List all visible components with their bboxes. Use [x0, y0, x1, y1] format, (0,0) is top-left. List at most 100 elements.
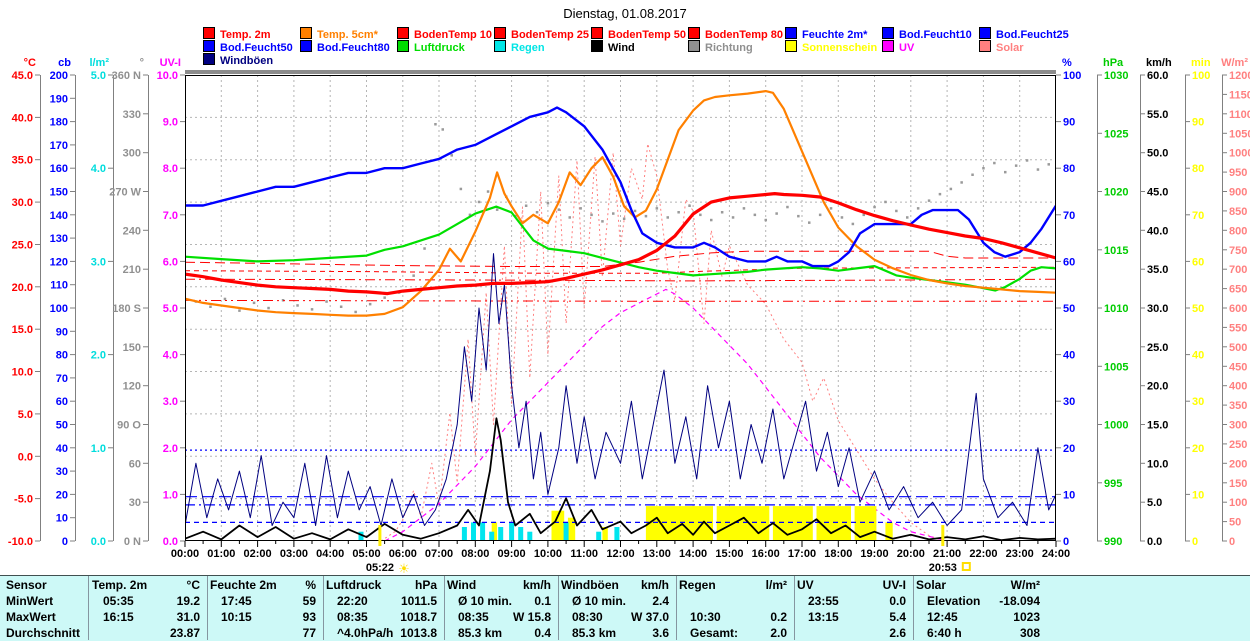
svg-text:60: 60	[129, 458, 141, 470]
legend-item-2: BodenTemp 10	[397, 27, 494, 41]
svg-text:1015: 1015	[1104, 245, 1128, 257]
series-regen	[358, 522, 620, 541]
svg-text:50: 50	[1063, 303, 1075, 315]
svg-text:700: 700	[1229, 264, 1247, 276]
svg-text:20:00: 20:00	[897, 548, 925, 560]
legend-item-3: BodenTemp 25	[494, 27, 591, 41]
sensor-header-cell: UV UV-I	[797, 577, 906, 593]
stat-cell-min: 17:45 59	[210, 593, 316, 609]
stat-time: 13:15	[808, 610, 839, 624]
row-label: Durchschnitt	[6, 626, 81, 640]
legend-swatch-icon	[397, 40, 409, 52]
svg-text:25.0: 25.0	[12, 240, 33, 252]
svg-text:20: 20	[56, 489, 68, 501]
legend-swatch-icon	[785, 40, 797, 52]
svg-text:18:00: 18:00	[824, 548, 852, 560]
svg-text:120: 120	[50, 256, 68, 268]
svg-text:06:00: 06:00	[389, 548, 417, 560]
svg-text:0.0: 0.0	[163, 536, 178, 548]
sensor-name: Solar	[916, 578, 947, 592]
svg-text:0.0: 0.0	[1147, 536, 1162, 548]
legend-item-18: Windböen	[203, 53, 300, 67]
stat-value: 31.0	[176, 610, 200, 624]
svg-text:-10.0: -10.0	[8, 536, 33, 548]
svg-text:30.0: 30.0	[1147, 303, 1168, 315]
row-label: MinWert	[6, 594, 54, 608]
stat-value: 0.0	[889, 594, 906, 608]
svg-text:1020: 1020	[1104, 187, 1128, 199]
sensor-header-cell: Luftdruck hPa	[326, 577, 437, 593]
legend-item-11: Luftdruck	[397, 40, 494, 54]
table-separator	[443, 576, 445, 640]
svg-text:1030: 1030	[1104, 70, 1128, 82]
legend-swatch-icon	[979, 27, 991, 39]
svg-text:20.0: 20.0	[1147, 381, 1168, 393]
legend-swatch-icon	[203, 53, 215, 65]
svg-text:40.0: 40.0	[12, 112, 33, 124]
legend-label: Bod.Feucht80	[317, 42, 390, 54]
series-bodentemp80	[185, 299, 1056, 302]
weather-chart: 45.0 40.0 35.0 30.0 25.0 20.0 15.0 10.0 5.0 0.0 -5…	[8, 57, 1250, 575]
svg-text:40.0: 40.0	[1147, 225, 1168, 237]
svg-text:80: 80	[56, 350, 68, 362]
sensor-name: Regen	[679, 578, 716, 592]
legend-item-12: Regen	[494, 40, 591, 54]
svg-text:02:00: 02:00	[244, 548, 272, 560]
axis-kmh: 60.0 55.0 50.0 45.0 40.0 35.0 30.0 25.0 20.0 15.0…	[1140, 57, 1172, 548]
svg-text:22:00: 22:00	[969, 548, 997, 560]
series-bodentemp10	[185, 250, 1056, 267]
legend-swatch-icon	[688, 27, 700, 39]
stat-cell-max: 16:15 31.0	[92, 609, 200, 625]
series-layer	[185, 90, 1056, 541]
svg-text:30: 30	[56, 466, 68, 478]
stat-cell-max: 13:15 5.4	[797, 609, 906, 625]
stat-cell-min: Ø 10 min. 0.1	[447, 593, 551, 609]
stat-cell-min: Elevation -18.094	[916, 593, 1040, 609]
svg-text:16:00: 16:00	[752, 548, 780, 560]
stat-value: W 37.0	[630, 610, 669, 624]
svg-text:1100: 1100	[1229, 109, 1250, 121]
svg-text:850: 850	[1229, 206, 1247, 218]
stat-cell-max: 10:15 93	[210, 609, 316, 625]
svg-text:180 S: 180 S	[112, 303, 141, 315]
stat-value: 93	[302, 610, 316, 624]
stat-cell-avg: 85.3 km 3.6	[561, 625, 669, 641]
svg-text:08:00: 08:00	[461, 548, 489, 560]
svg-text:min: min	[1191, 57, 1211, 69]
svg-text:130: 130	[50, 233, 68, 245]
svg-text:04:00: 04:00	[316, 548, 344, 560]
svg-text:1025: 1025	[1104, 128, 1128, 140]
svg-text:120: 120	[123, 381, 141, 393]
svg-text:3.0: 3.0	[91, 256, 106, 268]
legend-item-13: Wind	[591, 40, 688, 54]
legend-swatch-icon	[397, 27, 409, 39]
sensor-header-cell: Solar W/m²	[916, 577, 1040, 593]
svg-text:80: 80	[1192, 163, 1204, 175]
svg-text:90: 90	[1063, 117, 1075, 129]
series-sonnenschein	[491, 506, 893, 541]
svg-text:150: 150	[1229, 478, 1247, 490]
stat-value: 23.87	[169, 626, 200, 640]
svg-text:1.0: 1.0	[163, 489, 178, 501]
legend-item-16: UV	[882, 40, 979, 54]
sensor-unit: hPa	[414, 578, 437, 592]
stat-time: 08:30	[572, 610, 603, 624]
svg-text:7.0: 7.0	[163, 210, 178, 222]
svg-text:750: 750	[1229, 245, 1247, 257]
svg-text:100: 100	[1192, 70, 1210, 82]
svg-text:10.0: 10.0	[12, 367, 33, 379]
svg-text:°: °	[140, 57, 144, 69]
series-temp5cm	[185, 90, 1056, 317]
series-solar	[380, 143, 944, 541]
legend-item-6: Feuchte 2m*	[785, 27, 882, 41]
sensor-header-cell: Wind km/h	[447, 577, 551, 593]
legend-item-0: Temp. 2m	[203, 27, 300, 41]
svg-text:03:00: 03:00	[280, 548, 308, 560]
stat-time: 12:45	[927, 610, 958, 624]
svg-text:2.0: 2.0	[91, 350, 106, 362]
series-richtung	[194, 123, 1050, 314]
stat-time: Elevation	[927, 594, 981, 608]
stat-cell-min: 22:20 1011.5	[326, 593, 437, 609]
svg-text:6.0: 6.0	[163, 256, 178, 268]
